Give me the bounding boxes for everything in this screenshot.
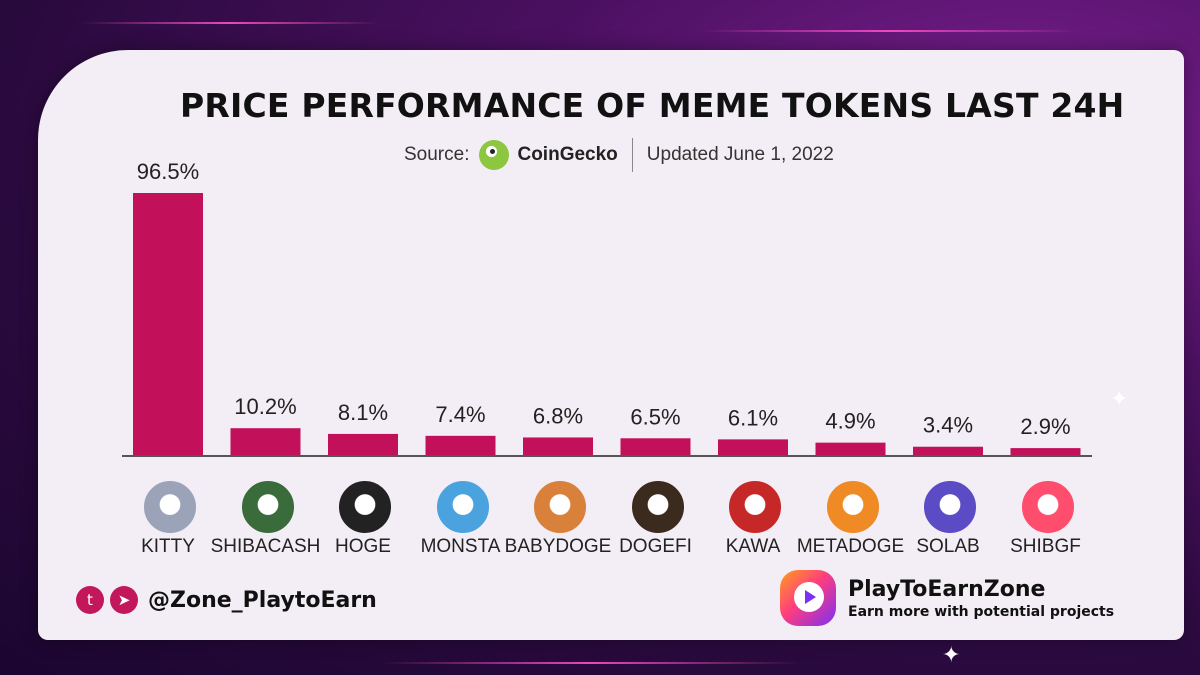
source-prefix: Source: [404, 144, 470, 165]
tick-label: HOGE [335, 536, 391, 557]
bar-kitty [133, 193, 203, 456]
updated-date: Updated June 1, 2022 [646, 144, 834, 165]
hoge-icon [339, 481, 391, 533]
tick-label: KAWA [725, 536, 781, 557]
monsta-icon [436, 481, 489, 533]
bar-shibgf [1010, 448, 1081, 456]
data-label: 8.1% [338, 400, 388, 425]
bar-monsta [425, 435, 496, 456]
social-handle[interactable]: @Zone_PlaytoEarn [148, 587, 377, 613]
bar-babydoge [523, 437, 593, 456]
data-label: 96.5% [137, 159, 199, 184]
brand-name: PlayToEarnZone [848, 576, 1046, 602]
tick-label: MONSTA [420, 536, 501, 557]
bar-kawa [718, 439, 788, 456]
tick-label: SHIBGF [1010, 536, 1081, 557]
data-label: 6.5% [630, 404, 680, 429]
tick-label: BABYDOGE [504, 536, 612, 557]
tick-label: SOLAB [916, 536, 980, 557]
data-label: 7.4% [435, 402, 485, 427]
solab-icon [924, 481, 976, 533]
data-label: 3.4% [923, 413, 973, 438]
tick-label: DOGEFI [619, 536, 692, 557]
bar-shibacash [230, 428, 301, 456]
bar-metadoge [815, 442, 886, 456]
brand: PlayToEarnZone Earn more with potential … [780, 570, 1114, 626]
metadoge-icon [826, 481, 879, 533]
kitty-icon [144, 481, 196, 533]
bar-solab [913, 446, 983, 456]
dogefi-icon [631, 481, 684, 533]
bar-dogefi [620, 438, 691, 456]
kawa-icon [729, 481, 781, 533]
sparkle-icon: ✦ [942, 642, 961, 667]
twitter-icon[interactable]: t [76, 586, 104, 614]
coingecko-icon [479, 140, 510, 170]
tick-label: METADOGE [796, 536, 905, 557]
brand-tagline: Earn more with potential projects [848, 603, 1115, 620]
telegram-icon[interactable]: ➤ [110, 586, 138, 614]
chart-card [38, 50, 1184, 640]
shibgf-icon [1021, 481, 1074, 533]
divider [631, 138, 633, 172]
tick-label: KITTY [141, 536, 195, 557]
decor-line [380, 662, 800, 664]
data-label: 6.1% [728, 405, 778, 430]
data-label: 6.8% [533, 403, 583, 428]
social-bar: t ➤ @Zone_PlaytoEarn [76, 586, 377, 614]
bar-hoge [328, 433, 398, 456]
chart-title: PRICE PERFORMANCE OF MEME TOKENS LAST 24… [180, 86, 1125, 125]
decor-line [80, 22, 380, 24]
shibacash-icon [241, 481, 294, 533]
babydoge-icon [534, 481, 586, 533]
tick-label: SHIBACASH [210, 536, 321, 557]
source-line: Source: CoinGecko Updated June 1, 2022 [404, 138, 834, 172]
source-name: CoinGecko [517, 144, 618, 165]
data-label: 10.2% [234, 394, 296, 419]
sparkle-icon: ✦ [1110, 386, 1129, 411]
brand-logo-icon [780, 570, 836, 626]
decor-line [700, 30, 1080, 32]
data-label: 2.9% [1020, 414, 1070, 439]
data-label: 4.9% [825, 409, 875, 434]
